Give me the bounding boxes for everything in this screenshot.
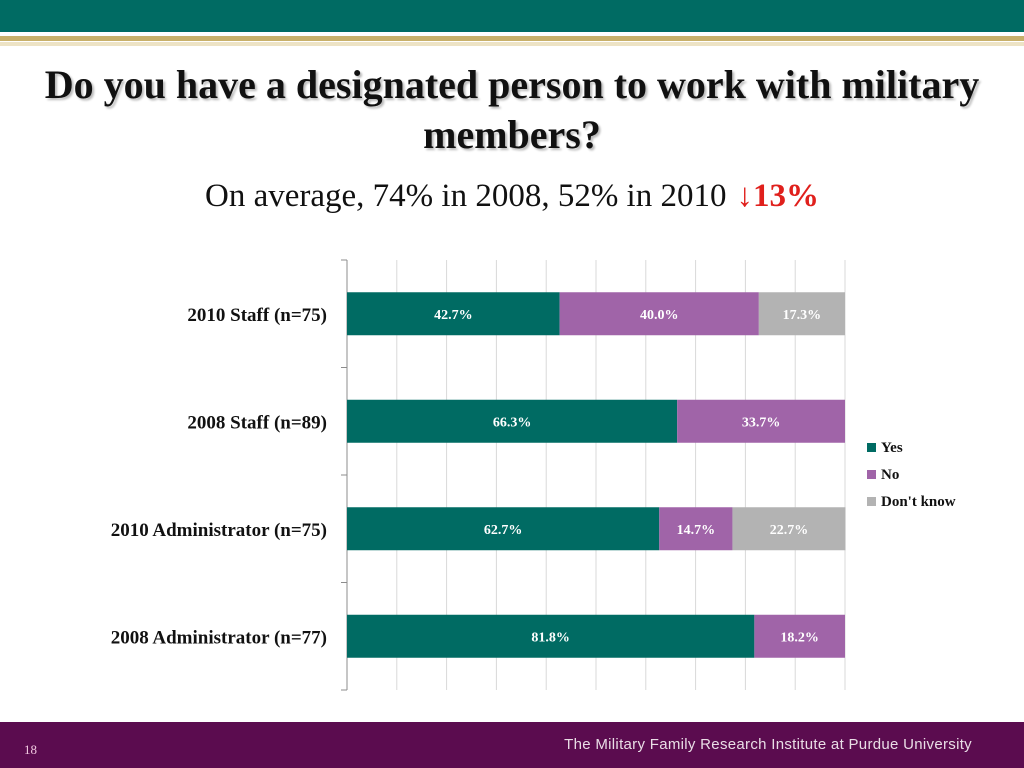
legend-entry: Don't know — [881, 494, 956, 510]
bar-segment-yes — [347, 614, 755, 658]
category-label: 2010 Administrator (n=75) — [111, 520, 327, 541]
footer-institute-name: The Military Family Research Institute a… — [564, 736, 972, 753]
legend-entry: No — [881, 467, 899, 483]
slide-title: Do you have a designated person to work … — [44, 62, 980, 157]
data-label: 81.8% — [531, 630, 570, 645]
category-label: 2008 Staff (n=89) — [187, 412, 327, 433]
header-bar — [0, 0, 1024, 32]
data-label: 33.7% — [742, 415, 781, 430]
data-label: 66.3% — [493, 415, 532, 430]
bar-segment-no — [559, 292, 759, 336]
data-label: 62.7% — [484, 523, 523, 538]
subtitle-average-text: On average, 74% in 2008, 52% in 2010 — [205, 178, 727, 214]
category-label: 2008 Administrator (n=77) — [111, 627, 327, 648]
bar-segment-no — [754, 614, 845, 658]
legend-swatch — [867, 443, 876, 452]
bar-segment-yes — [347, 507, 660, 551]
data-label: 42.7% — [434, 308, 473, 323]
legend-entry: Yes — [881, 440, 903, 456]
category-label: 2010 Staff (n=75) — [187, 305, 327, 326]
subtitle-change-value: 13% — [752, 178, 819, 214]
data-label: 40.0% — [640, 308, 679, 323]
data-label: 22.7% — [770, 523, 809, 538]
bar-segment-yes — [347, 399, 678, 443]
header-accent-line — [0, 36, 1024, 41]
stacked-bar-chart: 2010 Staff (n=75) 42.7% 40.0% 17.3% 2008 Sta… — [111, 259, 956, 691]
down-arrow-icon: ↓ — [736, 178, 753, 214]
legend-swatch — [867, 470, 876, 479]
bar-segment-no — [659, 507, 733, 551]
bar-segment-no — [677, 399, 845, 443]
slide-subtitle: On average, 74% in 2008, 52% in 2010 ↓13% — [0, 178, 1024, 215]
bar-segment-don-t-know — [732, 507, 846, 551]
data-label: 14.7% — [677, 523, 716, 538]
data-label: 18.2% — [780, 630, 819, 645]
bar-segment-yes — [347, 292, 560, 336]
legend-swatch — [867, 497, 876, 506]
footer-bar: 18 The Military Family Research Institut… — [0, 722, 1024, 768]
bar-segment-don-t-know — [758, 292, 845, 336]
page-number: 18 — [24, 742, 37, 757]
header-accent-line-light — [0, 42, 1024, 46]
data-label: 17.3% — [783, 308, 822, 323]
